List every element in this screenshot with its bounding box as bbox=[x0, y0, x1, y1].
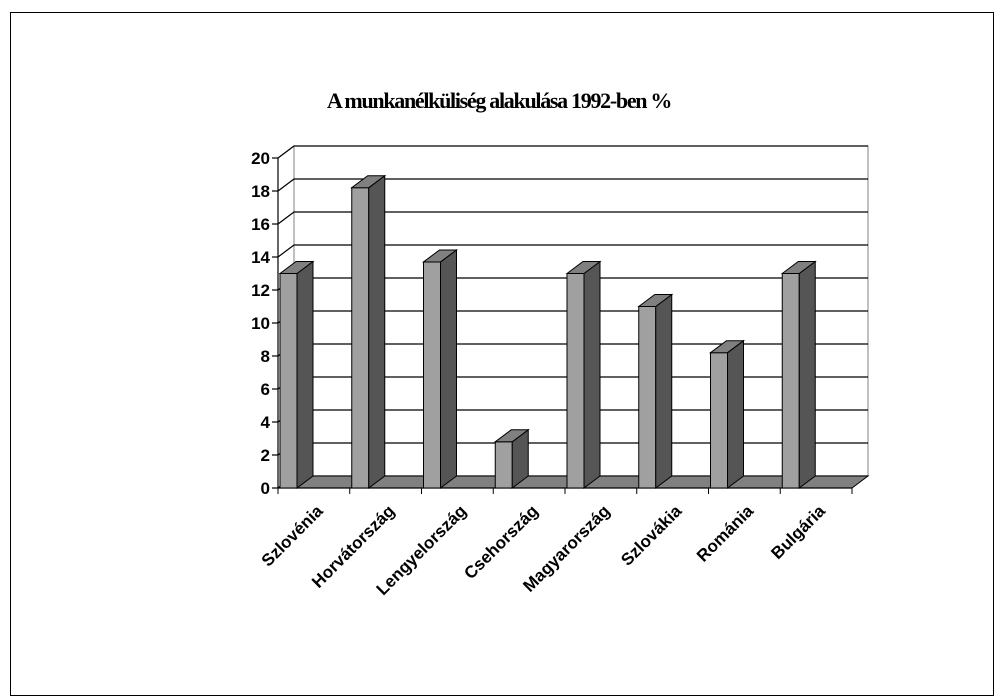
y-tick-label: 20 bbox=[251, 149, 270, 168]
bar-front bbox=[494, 441, 513, 489]
bar-5 bbox=[565, 260, 602, 489]
bar-front bbox=[710, 352, 728, 489]
y-tick-label: 6 bbox=[261, 380, 270, 399]
y-tick-label: 12 bbox=[251, 281, 270, 300]
y-axis bbox=[272, 157, 853, 494]
x-category-label: Szlovénia bbox=[258, 501, 327, 570]
bar-side bbox=[583, 260, 601, 489]
bar-top bbox=[493, 429, 530, 443]
x-category-labels: SzlovéniaHorvátországLengyelországCsehor… bbox=[258, 501, 830, 599]
bar-4 bbox=[493, 428, 530, 489]
x-category-label: Szlovákia bbox=[617, 501, 686, 570]
y-tick-label: 16 bbox=[251, 215, 270, 234]
bar-8 bbox=[780, 260, 817, 489]
x-category-label: Románia bbox=[693, 501, 758, 566]
bar-side bbox=[655, 293, 673, 489]
gridline bbox=[277, 145, 868, 159]
bar-front bbox=[423, 261, 441, 489]
y-tick-labels: 0 2 4 6 8 10 12 14 16 18 20 bbox=[251, 149, 270, 498]
bar-3 bbox=[422, 248, 458, 489]
bar-top bbox=[780, 261, 817, 274]
gridline bbox=[277, 211, 868, 225]
y-tick-label: 14 bbox=[251, 248, 270, 267]
bar-side bbox=[440, 248, 457, 489]
bar-side bbox=[296, 260, 314, 489]
bar-side bbox=[798, 260, 816, 489]
y-tick-label: 10 bbox=[251, 314, 270, 333]
gridline bbox=[277, 244, 868, 258]
bar-top bbox=[637, 294, 674, 307]
y-tick-label: 8 bbox=[261, 347, 270, 366]
bars bbox=[278, 174, 817, 489]
bar-side bbox=[368, 174, 386, 489]
bar-top bbox=[422, 249, 458, 263]
bar-7 bbox=[709, 339, 745, 489]
bar-2 bbox=[350, 174, 387, 489]
bar-top bbox=[350, 175, 387, 189]
bar-front bbox=[638, 306, 657, 489]
gridline bbox=[277, 178, 868, 192]
x-category-label: Bulgária bbox=[767, 501, 829, 563]
bar-front bbox=[566, 273, 585, 489]
y-tick-label: 18 bbox=[251, 182, 270, 201]
bar-top bbox=[565, 261, 602, 274]
bar-6 bbox=[637, 293, 674, 489]
y-tick-label: 0 bbox=[261, 479, 270, 498]
y-tick-label: 2 bbox=[261, 446, 270, 465]
bar-side bbox=[727, 339, 744, 489]
bar-front bbox=[781, 273, 800, 489]
bar-front bbox=[279, 273, 298, 489]
bar-1 bbox=[278, 260, 315, 489]
bar-front bbox=[351, 187, 370, 489]
chart-title: A munkanélküliség alakulása 1992-ben % bbox=[326, 88, 673, 113]
bar-top bbox=[278, 261, 315, 274]
y-tick-label: 4 bbox=[261, 413, 271, 432]
bar-top bbox=[709, 340, 745, 354]
